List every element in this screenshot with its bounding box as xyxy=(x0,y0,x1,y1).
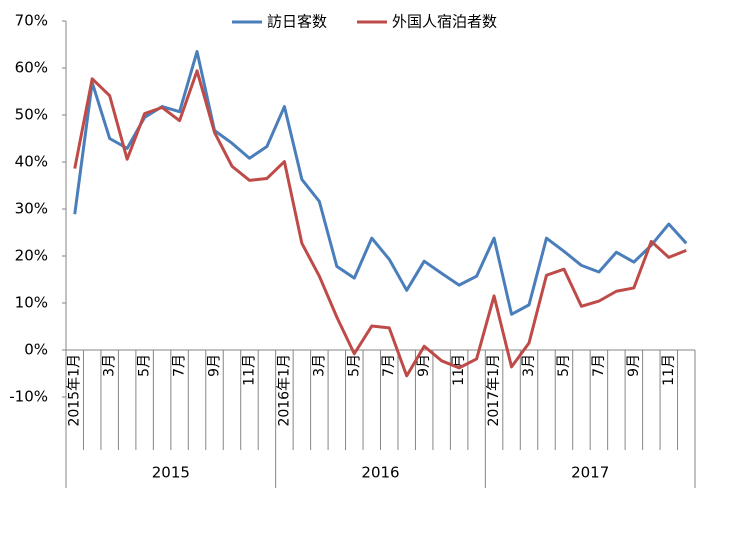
x-tick-label: 3月 xyxy=(102,354,118,377)
x-tick-label: 7月 xyxy=(381,354,397,377)
group-label: 2017 xyxy=(571,464,609,482)
y-tick-label: 50% xyxy=(15,106,48,124)
series-line xyxy=(73,69,687,378)
series-line xyxy=(73,50,688,316)
y-tick-label: 40% xyxy=(15,153,48,171)
y-tick-label: 30% xyxy=(15,200,48,218)
legend-label: 外国人宿泊者数 xyxy=(392,13,497,31)
y-tick-label: 20% xyxy=(15,247,48,265)
x-tick-label: 5月 xyxy=(346,354,362,377)
y-tick-label: 70% xyxy=(15,12,48,30)
x-tick-label: 3月 xyxy=(311,354,327,377)
x-tick-label: 2015年1月 xyxy=(67,354,83,427)
y-tick-label: 0% xyxy=(24,341,48,359)
y-tick-label: 10% xyxy=(15,294,48,312)
x-tick-label: 9月 xyxy=(416,354,432,377)
group-label: 2016 xyxy=(361,464,399,482)
y-tick-label: -10% xyxy=(9,388,48,406)
x-tick-label: 5月 xyxy=(556,354,572,377)
x-tick-label: 7月 xyxy=(172,354,188,377)
x-tick-label: 11月 xyxy=(451,354,467,386)
x-tick-label: 9月 xyxy=(626,354,642,377)
x-tick-label: 2017年1月 xyxy=(486,354,502,427)
x-tick-label: 9月 xyxy=(207,354,223,377)
x-tick-label: 3月 xyxy=(521,354,537,377)
x-tick-label: 11月 xyxy=(241,354,257,386)
group-label: 2015 xyxy=(152,464,190,482)
y-tick-label: 60% xyxy=(15,59,48,77)
x-tick-label: 2016年1月 xyxy=(276,354,292,427)
x-tick-label: 11月 xyxy=(661,354,677,386)
legend-label: 訪日客数 xyxy=(267,13,327,31)
x-tick-label: 5月 xyxy=(137,354,153,377)
x-tick-label: 7月 xyxy=(591,354,607,377)
